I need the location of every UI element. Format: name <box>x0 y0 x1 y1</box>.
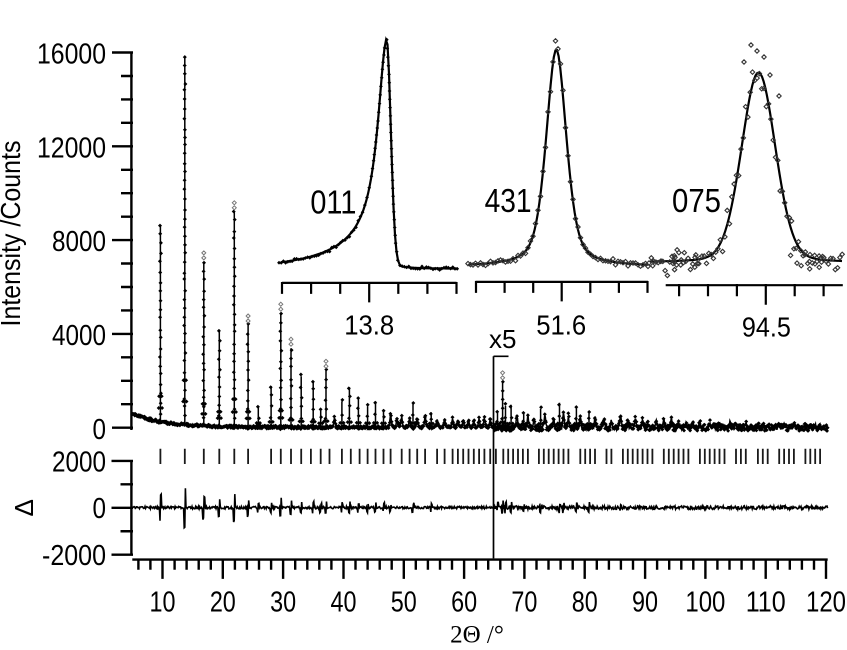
svg-text:50: 50 <box>391 587 417 619</box>
svg-text:100: 100 <box>685 587 725 619</box>
svg-text:94.5: 94.5 <box>742 312 791 343</box>
svg-text:110: 110 <box>746 587 786 619</box>
svg-text:431: 431 <box>485 182 532 219</box>
svg-text:16000: 16000 <box>37 39 106 71</box>
svg-text:12000: 12000 <box>37 132 106 164</box>
svg-text:120: 120 <box>806 587 846 619</box>
svg-text:8000: 8000 <box>52 226 106 258</box>
svg-text:-2000: -2000 <box>42 540 106 572</box>
svg-text:Δ: Δ <box>9 499 39 516</box>
svg-text:13.8: 13.8 <box>344 310 394 341</box>
svg-text:40: 40 <box>330 587 356 619</box>
svg-text:30: 30 <box>270 587 296 619</box>
svg-text:2Θ /°: 2Θ /° <box>450 622 504 649</box>
svg-text:0: 0 <box>93 414 107 446</box>
svg-text:90: 90 <box>632 587 658 619</box>
svg-text:0: 0 <box>93 493 107 525</box>
svg-text:20: 20 <box>210 587 236 619</box>
svg-text:011: 011 <box>310 183 356 220</box>
svg-text:075: 075 <box>672 182 721 219</box>
svg-text:4000: 4000 <box>52 320 106 352</box>
svg-text:80: 80 <box>572 587 598 619</box>
svg-text:70: 70 <box>511 587 537 619</box>
svg-text:Intensity /Counts: Intensity /Counts <box>0 141 26 327</box>
svg-text:x5: x5 <box>489 324 516 354</box>
svg-text:2000: 2000 <box>52 446 106 478</box>
svg-text:60: 60 <box>451 587 477 619</box>
svg-text:51.6: 51.6 <box>536 310 586 341</box>
svg-text:10: 10 <box>150 587 176 619</box>
